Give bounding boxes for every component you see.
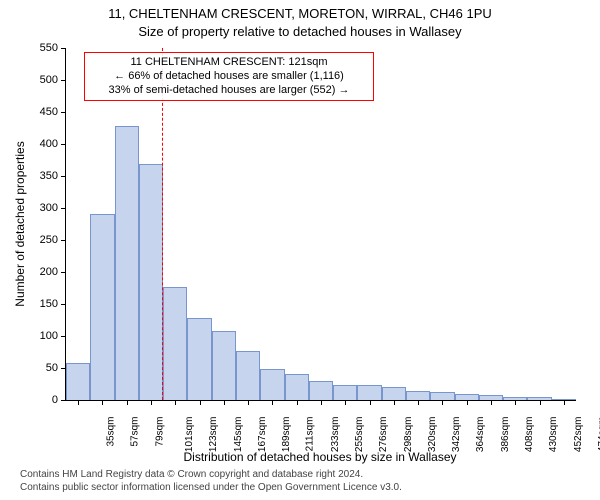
x-tick-label: 189sqm (275, 417, 292, 453)
x-tick-label: 255sqm (348, 417, 365, 453)
y-tick-label: 500 (40, 74, 66, 86)
y-tick-label: 350 (40, 170, 66, 182)
x-tick (151, 400, 152, 405)
x-tick (442, 400, 443, 405)
x-tick (297, 400, 298, 405)
plot-area: 05010015020025030035040045050055035sqm57… (65, 48, 576, 401)
histogram-bar (212, 331, 236, 400)
histogram-bar (406, 391, 430, 400)
y-tick-label: 400 (40, 138, 66, 150)
x-tick (345, 400, 346, 405)
x-tick (272, 400, 273, 405)
x-tick-label: 364sqm (470, 417, 487, 453)
x-tick-label: 145sqm (227, 417, 244, 453)
x-tick-label: 408sqm (518, 417, 535, 453)
x-tick-label: 211sqm (299, 417, 316, 452)
x-tick (200, 400, 201, 405)
y-tick-label: 250 (40, 234, 66, 246)
x-tick (175, 400, 176, 405)
x-tick-label: 167sqm (251, 417, 268, 453)
x-tick (540, 400, 541, 405)
x-tick (224, 400, 225, 405)
x-tick (491, 400, 492, 405)
y-axis-label: Number of detached properties (13, 141, 27, 306)
x-tick (418, 400, 419, 405)
y-tick-label: 50 (46, 362, 66, 374)
x-tick (515, 400, 516, 405)
x-tick-label: 298sqm (397, 417, 414, 453)
footer-line2: Contains public sector information licen… (20, 481, 402, 494)
histogram-bar (285, 374, 309, 400)
x-tick-label: 342sqm (445, 417, 462, 453)
histogram-bar (260, 369, 284, 400)
histogram-bar (382, 387, 406, 400)
x-tick-label: 386sqm (494, 417, 511, 453)
x-tick (127, 400, 128, 405)
chart-title-line2: Size of property relative to detached ho… (0, 24, 600, 39)
histogram-bar (430, 392, 454, 400)
footer-attribution: Contains HM Land Registry data © Crown c… (20, 468, 402, 494)
x-tick (370, 400, 371, 405)
x-tick (394, 400, 395, 405)
x-tick-label: 123sqm (202, 417, 219, 453)
histogram-bar (187, 318, 211, 400)
x-tick-label: 79sqm (148, 417, 165, 447)
histogram-bar (357, 385, 381, 400)
chart-title-line1: 11, CHELTENHAM CRESCENT, MORETON, WIRRAL… (0, 6, 600, 21)
histogram-bar (236, 351, 260, 400)
x-tick (248, 400, 249, 405)
annotation-line: 11 CHELTENHAM CRESCENT: 121sqm (91, 56, 367, 70)
y-tick-label: 150 (40, 298, 66, 310)
histogram-bar (90, 214, 114, 400)
x-tick (564, 400, 565, 405)
histogram-bar (333, 385, 357, 400)
x-tick (467, 400, 468, 405)
x-tick-label: 452sqm (567, 417, 584, 453)
y-tick-label: 450 (40, 106, 66, 118)
x-tick-label: 101sqm (178, 417, 195, 453)
y-tick-label: 200 (40, 266, 66, 278)
x-tick-label: 35sqm (100, 417, 117, 447)
histogram-bar (115, 126, 139, 400)
x-tick (102, 400, 103, 405)
y-tick-label: 0 (52, 394, 66, 406)
annotation-line: ← 66% of detached houses are smaller (1,… (91, 70, 367, 84)
x-tick-label: 430sqm (542, 417, 559, 453)
y-tick-label: 300 (40, 202, 66, 214)
x-tick-label: 57sqm (124, 417, 141, 447)
histogram-bar (163, 287, 187, 400)
annotation-line: 33% of semi-detached houses are larger (… (91, 84, 367, 98)
histogram-bar (139, 164, 163, 400)
y-tick-label: 550 (40, 42, 66, 54)
x-tick (78, 400, 79, 405)
x-tick (321, 400, 322, 405)
annotation-box: 11 CHELTENHAM CRESCENT: 121sqm← 66% of d… (84, 52, 374, 101)
x-tick-label: 320sqm (421, 417, 438, 453)
x-tick-label: 233sqm (324, 417, 341, 453)
x-tick-label: 474sqm (591, 417, 600, 453)
x-axis-label: Distribution of detached houses by size … (65, 450, 575, 464)
histogram-bar (309, 381, 333, 400)
footer-line1: Contains HM Land Registry data © Crown c… (20, 468, 402, 481)
y-tick-label: 100 (40, 330, 66, 342)
histogram-bar (66, 363, 90, 400)
x-tick-label: 276sqm (372, 417, 389, 453)
